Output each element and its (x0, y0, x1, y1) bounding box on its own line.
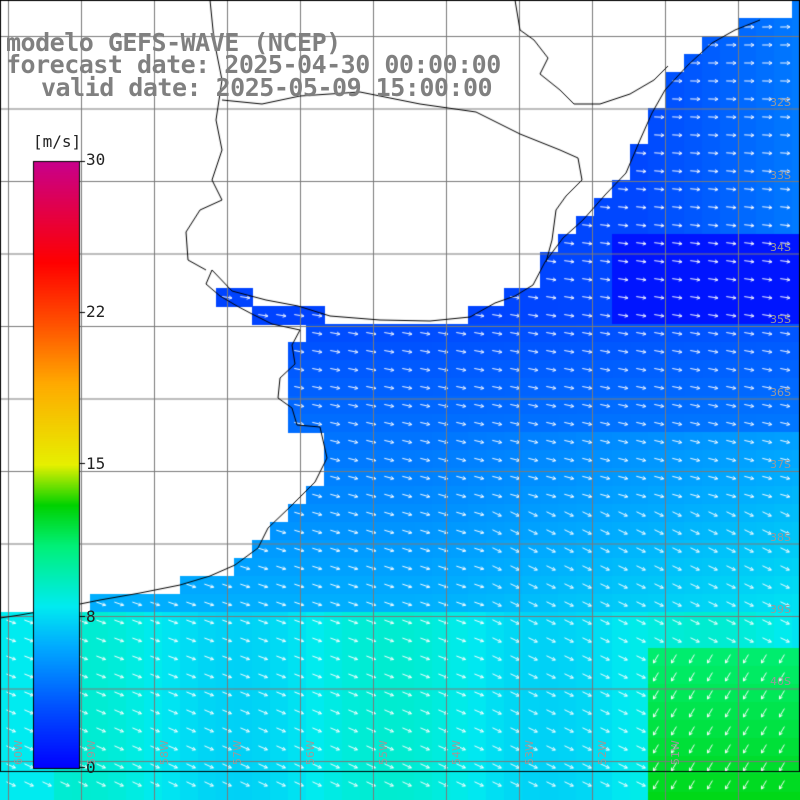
colorbar-tick-22: 22 (86, 302, 106, 321)
longitude-label: 54W (450, 740, 463, 765)
latitude-label: 36S (770, 386, 791, 399)
latitude-label: 34S (770, 241, 791, 254)
latitude-label: 32S (770, 96, 791, 109)
colorbar-tick-0: 0 (86, 758, 96, 777)
latitude-label: 38S (770, 531, 791, 544)
colorbar-tick-8: 8 (86, 607, 96, 626)
longitude-label: 58W (158, 740, 171, 765)
colorbar-unit-label: [m/s] (33, 132, 82, 151)
longitude-label: 57W (231, 740, 244, 765)
map-title-forecast-date: forecast date: 2025-04-30 00:00:00 (6, 50, 501, 79)
map-title-model: modelo GEFS-WAVE (NCEP) (6, 28, 341, 57)
latitude-label: 33S (770, 169, 791, 182)
latitude-label: 40S (770, 675, 791, 688)
longitude-label: 51W (669, 740, 682, 765)
latitude-label: 39S (770, 603, 791, 616)
longitude-label: 52W (596, 740, 609, 765)
colorbar-tick-15: 15 (86, 454, 106, 473)
longitude-label: 56W (304, 740, 317, 765)
longitude-label: 60W (12, 740, 25, 765)
map-title-valid-date: valid date: 2025-05-09 15:00:00 (41, 73, 493, 102)
longitude-label: 53W (523, 740, 536, 765)
colorbar-tick-30: 30 (86, 150, 106, 169)
latitude-label: 37S (770, 458, 791, 471)
longitude-label: 55W (377, 740, 390, 765)
longitude-label: 59W (85, 740, 98, 765)
latitude-label: 35S (770, 313, 791, 326)
